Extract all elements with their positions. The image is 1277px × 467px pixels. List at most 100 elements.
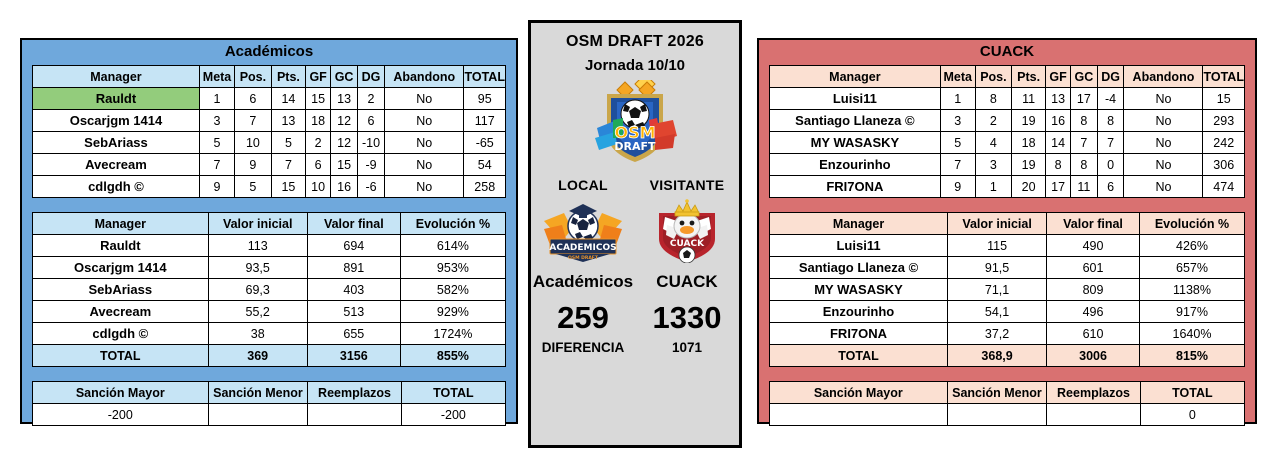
cell-inicial: 37,2 bbox=[947, 322, 1048, 345]
col-sancion-mayor: Sanción Mayor bbox=[32, 381, 209, 404]
cell-total-final: 3156 bbox=[306, 344, 401, 367]
col-final: Valor final bbox=[306, 212, 401, 235]
cell-inicial: 115 bbox=[947, 234, 1048, 257]
cell-pts: 11 bbox=[1011, 87, 1047, 110]
home-stats-table: Manager Meta Pos. Pts. GF GC DG Abandono… bbox=[32, 65, 506, 198]
cell-evolucion: 657% bbox=[1138, 256, 1246, 279]
cell-inicial: 54,1 bbox=[947, 300, 1048, 323]
cell-abandono: No bbox=[1123, 87, 1204, 110]
cell-gc: 13 bbox=[330, 87, 359, 110]
cell-dg: 6 bbox=[1096, 175, 1125, 198]
cell-pos: 10 bbox=[234, 131, 272, 154]
cell-meta: 9 bbox=[198, 175, 236, 198]
away-sanctions-table: Sanción Mayor Sanción Menor Reemplazos T… bbox=[769, 381, 1246, 426]
home-sanctions-table: Sanción Mayor Sanción Menor Reemplazos T… bbox=[32, 381, 507, 426]
away-team-banner: CUACK bbox=[979, 43, 1035, 60]
col-sancion-mayor: Sanción Mayor bbox=[769, 381, 948, 404]
cell-pts: 20 bbox=[1011, 175, 1047, 198]
cell-meta: 5 bbox=[198, 131, 236, 154]
cell-gf: 10 bbox=[305, 175, 332, 198]
col-reemplazos: Reemplazos bbox=[1046, 381, 1141, 404]
cell-total-evolucion: 815% bbox=[1138, 344, 1246, 367]
cell-inicial: 38 bbox=[207, 322, 308, 345]
table-row: 0 bbox=[769, 403, 1246, 426]
col-abandono: Abandono bbox=[1123, 65, 1204, 88]
cell-meta: 7 bbox=[198, 153, 236, 176]
cell-gc: 7 bbox=[1070, 131, 1098, 154]
cell-gf: 16 bbox=[1045, 109, 1071, 132]
cell-evolucion: 614% bbox=[399, 234, 507, 257]
table-row: Luisi11 1 8 11 13 17 -4 No 15 bbox=[769, 87, 1245, 110]
cell-evolucion: 953% bbox=[399, 256, 507, 279]
cell-total-inicial: 368,9 bbox=[947, 344, 1048, 367]
cell-meta: 9 bbox=[939, 175, 976, 198]
cell-dg: -6 bbox=[357, 175, 385, 198]
away-side: VISITANTE CUACK bbox=[635, 177, 739, 292]
cell-inicial: 69,3 bbox=[207, 278, 308, 301]
cell-pts: 14 bbox=[270, 87, 307, 110]
cell-final: 655 bbox=[306, 322, 401, 345]
cell-manager: Avecream bbox=[32, 153, 200, 176]
away-sanctions-header-row: Sanción Mayor Sanción Menor Reemplazos T… bbox=[769, 381, 1246, 404]
cell-evolucion: 582% bbox=[399, 278, 507, 301]
cell-abandono: No bbox=[383, 153, 465, 176]
cell-evolucion: 1724% bbox=[399, 322, 507, 345]
home-team-name: Académicos bbox=[532, 272, 634, 291]
cell-total-label: TOTAL bbox=[768, 344, 949, 367]
cell-abandono: No bbox=[383, 87, 465, 110]
cell-gc: 8 bbox=[1070, 153, 1098, 176]
cell-total: 0 bbox=[1139, 403, 1246, 426]
cell-evolucion: 1138% bbox=[1138, 278, 1246, 301]
svg-text:DRAFT: DRAFT bbox=[614, 140, 656, 153]
cell-final: 694 bbox=[306, 234, 401, 257]
cell-total-label: TOTAL bbox=[32, 344, 209, 367]
col-inicial: Valor inicial bbox=[207, 212, 308, 235]
cell-total: 293 bbox=[1202, 109, 1245, 132]
spacer bbox=[22, 198, 516, 212]
cell-total: 117 bbox=[463, 109, 506, 132]
cell-sancion-mayor bbox=[769, 403, 948, 426]
teams-row: LOCAL ACADEMICOS bbox=[531, 177, 739, 292]
cell-inicial: 91,5 bbox=[947, 256, 1048, 279]
cell-gf: 14 bbox=[1045, 131, 1071, 154]
cell-total: 258 bbox=[463, 175, 506, 198]
cell-manager: Avecream bbox=[32, 300, 209, 323]
away-stats-header-row: Manager Meta Pos. Pts. GF GC DG Abandono… bbox=[769, 65, 1245, 88]
col-gf: GF bbox=[1045, 65, 1071, 88]
cell-manager: Luisi11 bbox=[768, 234, 949, 257]
home-values-table-wrapper: Manager Valor inicial Valor final Evoluc… bbox=[22, 212, 516, 367]
cell-final: 490 bbox=[1046, 234, 1140, 257]
cell-meta: 3 bbox=[198, 109, 236, 132]
table-row: MY WASASKY 5 4 18 14 7 7 No 242 bbox=[769, 131, 1245, 154]
col-gf: GF bbox=[305, 65, 332, 88]
cell-evolucion: 426% bbox=[1138, 234, 1246, 257]
cuack-crest-icon: CUACK bbox=[649, 199, 725, 268]
cell-sancion-mayor: -200 bbox=[32, 403, 209, 426]
col-inicial: Valor inicial bbox=[947, 212, 1048, 235]
cell-final: 610 bbox=[1046, 322, 1140, 345]
cell-total: -65 bbox=[463, 131, 506, 154]
cell-dg: 0 bbox=[1096, 153, 1125, 176]
cell-sancion-menor bbox=[207, 403, 309, 426]
away-side-label: VISITANTE bbox=[649, 177, 725, 193]
cell-final: 809 bbox=[1046, 278, 1140, 301]
cell-gc: 15 bbox=[330, 153, 359, 176]
away-values-header-row: Manager Valor inicial Valor final Evoluc… bbox=[768, 212, 1246, 235]
svg-text:CUACK: CUACK bbox=[670, 239, 705, 249]
table-row: Enzourinho 54,1 496 917% bbox=[768, 300, 1246, 323]
cell-gf: 13 bbox=[1045, 87, 1071, 110]
cell-manager: Luisi11 bbox=[769, 87, 941, 110]
cell-meta: 1 bbox=[198, 87, 236, 110]
cell-pts: 19 bbox=[1011, 109, 1047, 132]
cell-total: -200 bbox=[400, 403, 507, 426]
col-manager: Manager bbox=[32, 65, 200, 88]
col-meta: Meta bbox=[198, 65, 236, 88]
osm-draft-shield-logo-icon: OSM DRAFT bbox=[587, 73, 683, 171]
home-team-panel: Académicos Manager Meta Pos. Pts. GF GC … bbox=[20, 38, 518, 426]
cell-manager: SebAriass bbox=[32, 278, 209, 301]
difference-label: DIFERENCIA bbox=[541, 340, 625, 355]
cell-pos: 9 bbox=[234, 153, 272, 176]
col-pos: Pos. bbox=[974, 65, 1013, 88]
col-pts: Pts. bbox=[270, 65, 307, 88]
cell-meta: 5 bbox=[939, 131, 976, 154]
